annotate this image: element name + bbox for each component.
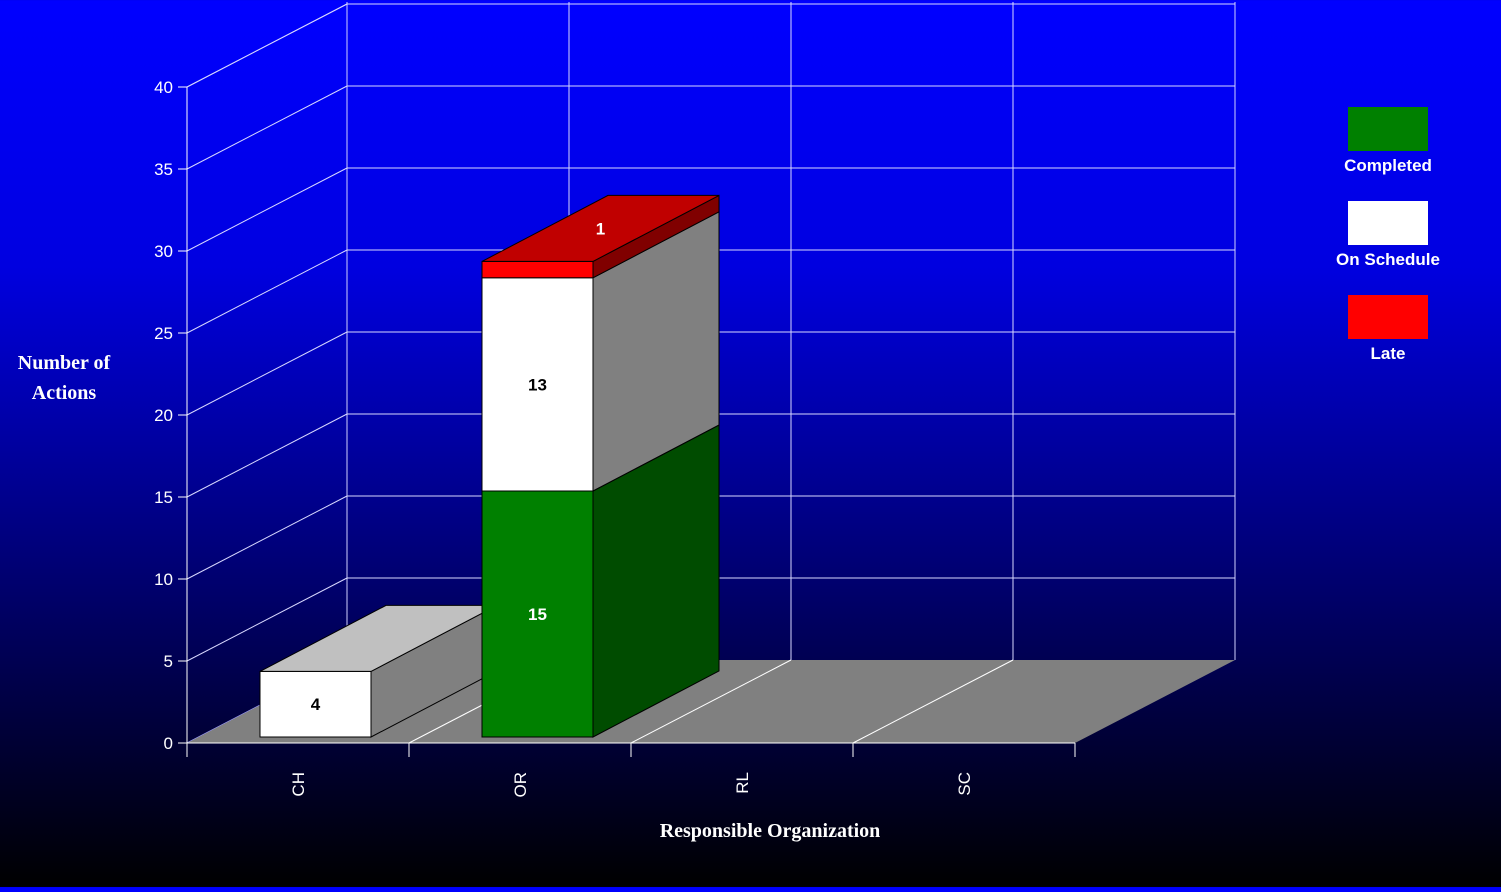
legend-item-on-schedule: On Schedule (1318, 194, 1458, 288)
y-tick-label: 20 (154, 406, 173, 425)
side-gridline (186, 413, 348, 498)
legend-swatch-on-schedule (1348, 201, 1428, 245)
data-label-or-on-schedule: 13 (528, 375, 547, 394)
y-tick-label: 40 (154, 78, 173, 97)
y-axis-title-line-1: Number of (17, 352, 111, 374)
floor-divider (630, 659, 792, 744)
x-axis-title: Responsible Organization (659, 820, 881, 842)
side-gridline (186, 3, 348, 88)
data-label-or-completed: 15 (528, 605, 547, 624)
legend-swatch-completed (1348, 107, 1428, 151)
legend-label-late: Late (1370, 344, 1406, 363)
y-tick-label: 15 (154, 488, 173, 507)
legend-label-on-schedule: On Schedule (1336, 250, 1440, 269)
legend-item-late: Late (1318, 288, 1458, 382)
y-tick-label: 35 (154, 160, 173, 179)
legend-label-completed: Completed (1344, 156, 1432, 175)
x-tick-label-sc: SC (955, 772, 974, 796)
y-tick-label: 0 (164, 734, 173, 753)
x-tick-label-ch: CH (289, 772, 308, 797)
y-tick-label: 10 (154, 570, 173, 589)
side-gridline (186, 167, 348, 252)
legend: Completed On Schedule Late (1318, 100, 1458, 382)
side-gridline (186, 85, 348, 170)
data-label-ch-on-schedule: 4 (311, 695, 321, 714)
data-label-or-late: 1 (596, 219, 605, 238)
bar-ch-on-schedule (259, 670, 372, 738)
legend-item-completed: Completed (1318, 100, 1458, 194)
bar-or-on-schedule (481, 277, 594, 492)
y-axis-title-line-2: Actions (31, 382, 97, 404)
y-tick-label: 5 (164, 652, 173, 671)
bar-or-late (481, 260, 594, 279)
bar-top-or-late (481, 194, 720, 262)
side-gridline (186, 249, 348, 334)
side-gridline (186, 495, 348, 580)
floor-divider (852, 659, 1014, 744)
legend-swatch-late (1348, 295, 1428, 339)
y-axis-title: Number of Actions (0, 348, 128, 408)
side-gridline (186, 577, 348, 662)
x-tick-label-rl: RL (733, 772, 752, 794)
y-tick-label: 25 (154, 324, 173, 343)
x-tick-label-or: OR (511, 772, 530, 798)
side-gridline (186, 331, 348, 416)
y-tick-label: 30 (154, 242, 173, 261)
